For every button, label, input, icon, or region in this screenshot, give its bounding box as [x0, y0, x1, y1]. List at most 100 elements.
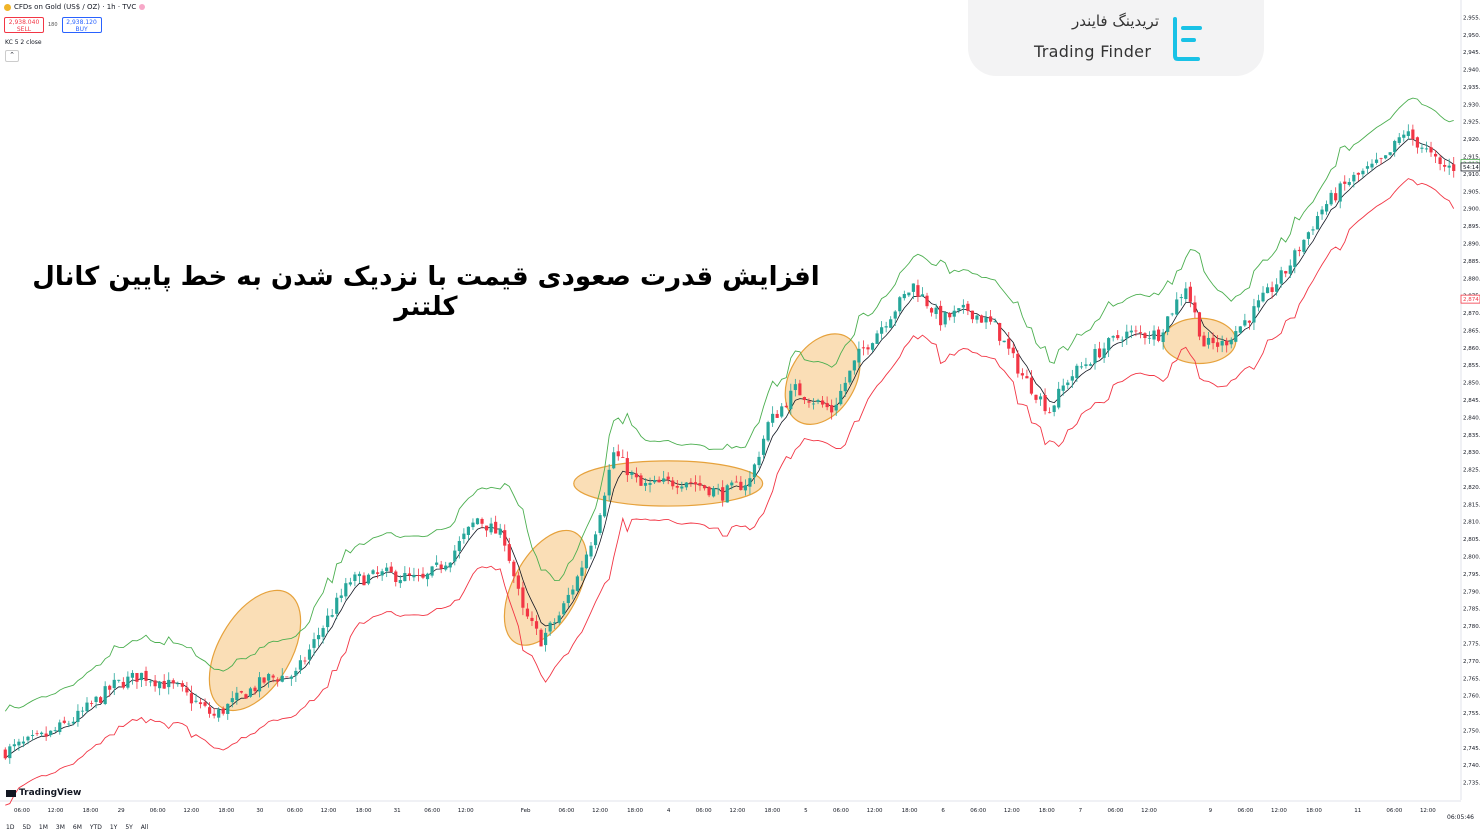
candle-body [416, 575, 421, 577]
candle-body [1379, 158, 1383, 160]
range-button-1y[interactable]: 1Y [109, 824, 118, 831]
y-tick-label: 2,835.000 [1463, 433, 1480, 439]
y-tick-label: 2,910.000 [1463, 172, 1480, 178]
candle-body [939, 305, 943, 326]
range-button-5d[interactable]: 5D [22, 824, 31, 831]
spread-value: 180 [48, 22, 58, 28]
candle-body [544, 632, 548, 646]
x-tick-label: 18:00 [218, 808, 234, 814]
candle-body [344, 583, 348, 597]
candle-body [203, 702, 207, 706]
candle-body [30, 734, 35, 736]
candle-body [1238, 326, 1242, 333]
brand-name-persian: تریدینگ فایندر [1072, 12, 1159, 30]
candle-body [376, 572, 380, 574]
candle-body [1447, 165, 1451, 168]
candle-body [1093, 348, 1097, 364]
range-button-1m[interactable]: 1M [38, 824, 48, 831]
candle-body [1265, 287, 1270, 294]
candle-body [230, 698, 234, 703]
tradingview-logo-icon [6, 789, 16, 797]
x-tick-label: 6 [941, 808, 945, 814]
candle-body [439, 564, 443, 569]
candle-body [1229, 339, 1233, 345]
candle-body [843, 382, 847, 392]
candle-body [398, 579, 402, 584]
candle-body [603, 495, 607, 517]
candle-body [789, 390, 793, 410]
candle-body [861, 347, 866, 349]
candle-body [212, 713, 216, 716]
candle-body [412, 574, 416, 578]
candle-body [857, 348, 861, 363]
range-button-5y[interactable]: 5Y [125, 824, 133, 831]
x-tick-label: 31 [394, 808, 401, 814]
candle-body [466, 526, 471, 535]
candle-body [1365, 166, 1370, 169]
candle-body [607, 469, 611, 496]
candle-body [584, 554, 589, 569]
range-button-3m[interactable]: 3M [55, 824, 65, 831]
candle-body [621, 457, 625, 458]
x-tick-label: 5 [804, 808, 808, 814]
candle-body [371, 570, 375, 574]
candle-body [802, 397, 807, 401]
candle-body [253, 687, 257, 692]
keltner-upper-band [4, 97, 1454, 712]
candle-body [321, 628, 325, 637]
candle-body [671, 480, 675, 487]
buy-button[interactable]: 2,938.120 BUY [61, 17, 102, 33]
candle-body [1016, 353, 1020, 374]
candle-body [870, 343, 875, 350]
range-button-6m[interactable]: 6M [72, 824, 82, 831]
candle-body [58, 722, 62, 733]
y-tick-label: 2,840.000 [1463, 415, 1480, 421]
x-tick-label: 12:00 [1271, 808, 1287, 814]
candle-body [652, 480, 657, 483]
range-button-all[interactable]: All [140, 824, 149, 831]
candle-body [698, 483, 702, 486]
candle-body [884, 326, 888, 328]
candle-body [739, 481, 743, 491]
candle-body [1184, 288, 1188, 299]
y-tick-label: 2,765.000 [1463, 676, 1480, 682]
candle-body [1234, 331, 1238, 342]
candle-body [1048, 412, 1052, 414]
y-tick-label: 2,925.000 [1463, 120, 1480, 126]
range-button-ytd[interactable]: YTD [89, 824, 102, 831]
candle-body [548, 622, 552, 632]
sell-button[interactable]: 2,938.040 SELL [4, 17, 44, 33]
symbol-header[interactable]: CFDs on Gold (US$ / OZ) · 1h · TVC [4, 3, 146, 11]
candle-body [593, 534, 598, 546]
candle-body [89, 703, 94, 705]
candle-body [503, 530, 507, 546]
indicator-legend[interactable]: KC 5 2 close [5, 39, 42, 46]
candle-body [757, 456, 761, 466]
candle-body [1411, 129, 1415, 140]
collapse-legend-button[interactable]: ⌃ [5, 50, 19, 62]
candle-body [144, 670, 148, 681]
candle-body [1166, 316, 1170, 332]
candle-body [880, 327, 884, 334]
candle-body [1188, 286, 1192, 302]
candle-body [748, 478, 752, 487]
y-tick-label: 2,885.000 [1463, 259, 1480, 265]
candle-body [816, 400, 820, 403]
y-tick-label: 2,955.000 [1463, 15, 1480, 21]
candle-body [1270, 287, 1274, 292]
candle-body [167, 679, 171, 688]
candle-body [1079, 366, 1083, 368]
y-tick-label: 2,745.000 [1463, 746, 1480, 752]
candle-body [339, 595, 343, 598]
candle-body [1034, 394, 1038, 400]
y-tick-label: 2,805.000 [1463, 537, 1480, 543]
tradingview-logo[interactable]: TradingView [6, 788, 81, 798]
range-button-1d[interactable]: 1D [6, 824, 15, 831]
y-tick-label: 2,935.000 [1463, 85, 1480, 91]
candle-body [407, 573, 411, 576]
candle-body [839, 390, 843, 405]
x-tick-label: 18:00 [764, 808, 780, 814]
candle-body [1306, 232, 1311, 239]
candle-body [484, 525, 489, 531]
